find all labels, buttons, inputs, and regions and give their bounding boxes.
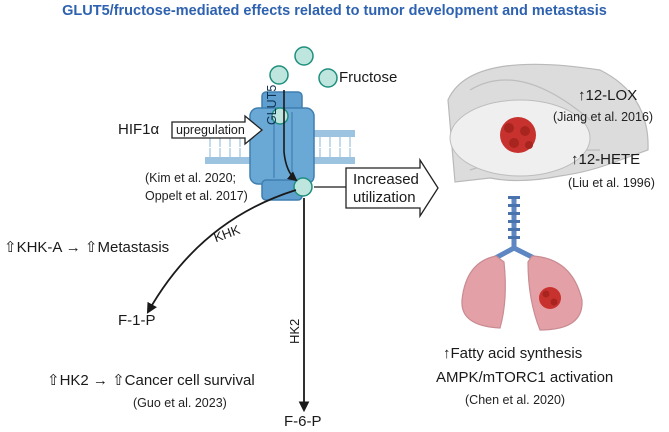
- citation-jiang: (Jiang et al. 2016): [553, 110, 654, 124]
- citation-guo: (Guo et al. 2023): [133, 396, 227, 410]
- hete-label: ↑12-HETE: [571, 151, 641, 168]
- hif1a-label: HIF1α: [118, 121, 160, 138]
- citation-oppelt: Oppelt et al. 2017): [145, 189, 248, 203]
- transport-arrow: [283, 90, 298, 182]
- fructose-label: Fructose: [339, 69, 398, 86]
- utilization-label: utilization: [353, 189, 416, 206]
- page-title: GLUT5/fructose-mediated effects related …: [62, 3, 607, 19]
- lungs-illustration: [461, 196, 583, 331]
- citation-chen: (Chen et al. 2020): [465, 393, 566, 407]
- lox-label: ↑12-LOX: [578, 87, 638, 104]
- citation-liu: (Liu et al. 1996): [568, 176, 655, 190]
- fructose-molecules: [269, 46, 338, 197]
- f1p-label: F-1-P: [118, 312, 156, 329]
- breast-illustration: [447, 63, 649, 183]
- increased-label: Increased: [353, 171, 419, 188]
- ampk-label: AMPK/mTORC1 activation: [436, 369, 614, 386]
- increased-utilization-callout: [345, 157, 439, 219]
- hk2-label: HK2: [287, 318, 302, 344]
- khk-arrow: [146, 189, 297, 314]
- khk-effect-label: ⇧KHK-A → ⇧Metastasis: [4, 239, 170, 256]
- glut5-label: GLUT5: [265, 84, 279, 125]
- f6p-label: F-6-P: [284, 413, 322, 430]
- citation-kim: (Kim et al. 2020;: [145, 171, 237, 185]
- upregulation-arrow: [171, 114, 264, 146]
- upregulation-label: upregulation: [176, 123, 245, 137]
- fatty-acid-label: ↑Fatty acid synthesis: [443, 345, 583, 362]
- hk2-effect-label: ⇧HK2 → ⇧Cancer cell survival: [47, 372, 255, 389]
